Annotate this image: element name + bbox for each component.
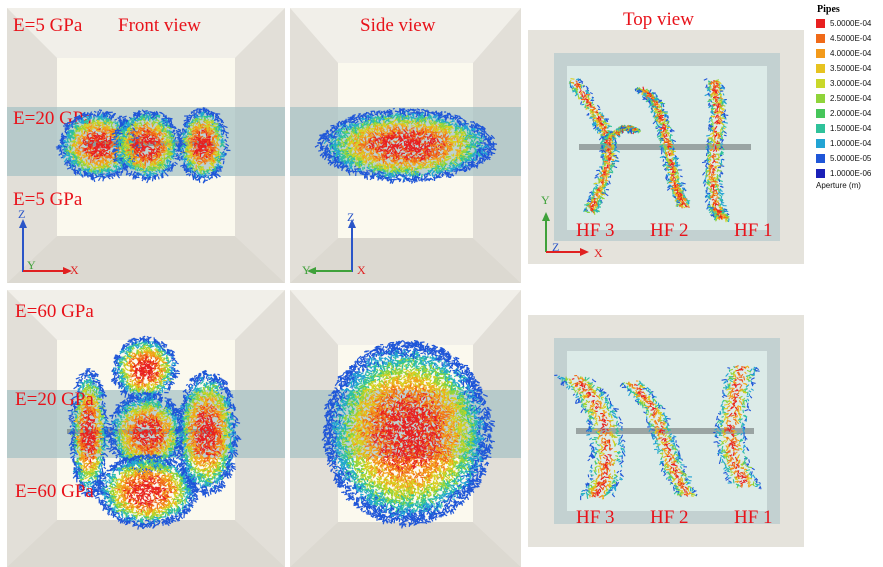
- legend-value: 4.5000E-04: [830, 34, 871, 43]
- legend-title: Pipes: [817, 4, 840, 15]
- legend-value: 4.0000E-04: [830, 49, 871, 58]
- legend-value: 2.5000E-04: [830, 94, 871, 103]
- label-hf2-bottom: HF 2: [650, 508, 689, 527]
- legend-value: 5.0000E-04: [830, 19, 871, 28]
- legend-swatch: [816, 154, 825, 163]
- legend-swatch: [816, 109, 825, 118]
- axis-triad-xz: [19, 219, 72, 274]
- legend-swatch: [816, 169, 825, 178]
- axis-x-label: X: [70, 264, 79, 276]
- top-view-panel-bottom: HF 3 HF 2 HF 1: [524, 310, 814, 550]
- legend-swatch: [816, 79, 825, 88]
- legend-swatch: [816, 19, 825, 28]
- legend-value: 3.0000E-04: [830, 79, 871, 88]
- front-view-panel-top: E=5 GPa Front view E=20 GPa E=5 GPa Z Y …: [7, 8, 285, 283]
- legend-row: 1.0000E-04: [816, 139, 883, 148]
- fractures-topview-top: [524, 8, 814, 266]
- axis-y-label: Y: [27, 259, 36, 271]
- legend-value: 1.5000E-04: [830, 124, 871, 133]
- fracture-traces: [554, 365, 762, 501]
- side-view-panel-top: Side view Z Y X: [290, 8, 521, 283]
- legend-row: 5.0000E-05: [816, 154, 883, 163]
- axis-z-label-side: Z: [347, 211, 354, 223]
- legend-row: 5.0000E-04: [816, 19, 883, 28]
- legend-unit-label: Aperture (m): [816, 181, 861, 190]
- legend-swatch: [816, 94, 825, 103]
- label-side-view: Side view: [360, 16, 435, 35]
- label-hf3-bottom: HF 3: [576, 508, 615, 527]
- axis-x-label-topview: X: [594, 247, 603, 259]
- aperture-legend: Pipes 5.0000E-04 4.5000E-04 4.0000E-04 3.50…: [812, 4, 883, 194]
- fracture-network: [321, 339, 496, 529]
- legend-value: 2.0000E-04: [830, 109, 871, 118]
- label-top-view: Top view: [623, 10, 694, 29]
- label-hf1-top: HF 1: [734, 221, 773, 240]
- axis-y-label-topview: Y: [541, 194, 550, 206]
- side-view-panel-bottom: [290, 290, 521, 567]
- legend-swatch: [816, 49, 825, 58]
- label-e5-lower: E=5 GPa: [13, 190, 82, 209]
- label-front-view: Front view: [118, 16, 201, 35]
- legend-value: 1.0000E-04: [830, 139, 871, 148]
- fractures-front-bottom: [7, 290, 285, 567]
- legend-value: 3.5000E-04: [830, 64, 871, 73]
- label-hf2-top: HF 2: [650, 221, 689, 240]
- legend-row: 1.5000E-04: [816, 124, 883, 133]
- label-hf3-top: HF 3: [576, 221, 615, 240]
- legend-row: 2.5000E-04: [816, 94, 883, 103]
- legend-value: 5.0000E-05: [830, 154, 871, 163]
- fracture-network: [55, 107, 231, 184]
- legend-row: 4.5000E-04: [816, 34, 883, 43]
- legend-swatch: [816, 64, 825, 73]
- label-e20-middle: E=20 GPa: [15, 390, 94, 409]
- label-e60-upper: E=60 GPa: [15, 302, 94, 321]
- fracture-network: [67, 335, 242, 530]
- legend-row: 4.0000E-04: [816, 49, 883, 58]
- axis-x-label-side: X: [357, 264, 366, 276]
- front-view-panel-bottom: E=60 GPa E=20 GPa E=60 GPa: [7, 290, 285, 567]
- axis-triad-xy: [542, 212, 589, 256]
- legend-swatch: [816, 34, 825, 43]
- legend-swatch: [816, 124, 825, 133]
- label-e60-lower: E=60 GPa: [15, 482, 94, 501]
- legend-row: 2.0000E-04: [816, 109, 883, 118]
- axis-y-label-side: Y: [302, 264, 311, 276]
- axis-z-label: Z: [18, 208, 25, 220]
- axis-triad-yz: [307, 219, 356, 274]
- label-e5-upper: E=5 GPa: [13, 16, 82, 35]
- axis-z-label-topview: Z: [552, 241, 559, 253]
- fracture-traces: [568, 78, 730, 223]
- fractures-side-bottom: [290, 290, 521, 567]
- fracture-network: [314, 107, 498, 184]
- fractures-topview-bottom: [524, 310, 814, 550]
- legend-row: 1.0000E-06: [816, 169, 883, 178]
- legend-swatch: [816, 139, 825, 148]
- legend-row: 3.0000E-04: [816, 79, 883, 88]
- top-view-panel-top: Top view HF 3 HF 2 HF 1 Y Z X: [524, 8, 814, 266]
- legend-row: 3.5000E-04: [816, 64, 883, 73]
- legend-value: 1.0000E-06: [830, 169, 871, 178]
- fractures-front-top: [7, 8, 285, 283]
- fractures-side-top: [290, 8, 521, 283]
- label-hf1-bottom: HF 1: [734, 508, 773, 527]
